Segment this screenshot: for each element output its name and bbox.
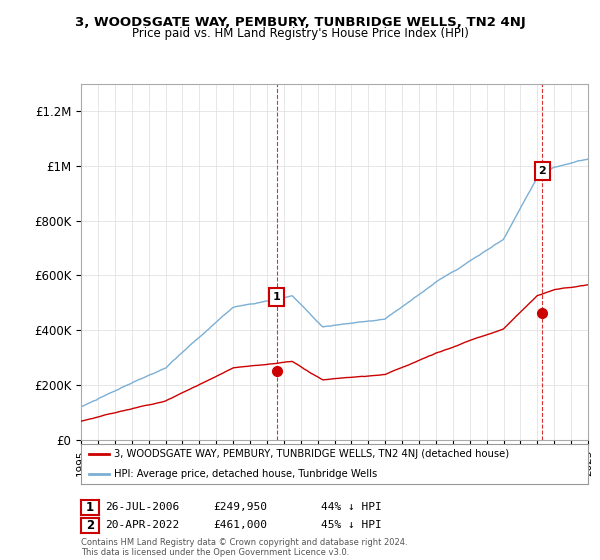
- Text: Contains HM Land Registry data © Crown copyright and database right 2024.
This d: Contains HM Land Registry data © Crown c…: [81, 538, 407, 557]
- Text: 26-JUL-2006: 26-JUL-2006: [105, 502, 179, 512]
- Text: 2: 2: [86, 519, 94, 532]
- Text: £461,000: £461,000: [213, 520, 267, 530]
- Text: 3, WOODSGATE WAY, PEMBURY, TUNBRIDGE WELLS, TN2 4NJ: 3, WOODSGATE WAY, PEMBURY, TUNBRIDGE WEL…: [74, 16, 526, 29]
- Text: 45% ↓ HPI: 45% ↓ HPI: [321, 520, 382, 530]
- Text: 1: 1: [86, 501, 94, 514]
- Text: 3, WOODSGATE WAY, PEMBURY, TUNBRIDGE WELLS, TN2 4NJ (detached house): 3, WOODSGATE WAY, PEMBURY, TUNBRIDGE WEL…: [114, 449, 509, 459]
- Text: Price paid vs. HM Land Registry's House Price Index (HPI): Price paid vs. HM Land Registry's House …: [131, 27, 469, 40]
- Text: 20-APR-2022: 20-APR-2022: [105, 520, 179, 530]
- Text: £249,950: £249,950: [213, 502, 267, 512]
- Text: 44% ↓ HPI: 44% ↓ HPI: [321, 502, 382, 512]
- Text: 1: 1: [272, 292, 280, 302]
- Text: 2: 2: [538, 166, 546, 176]
- Text: HPI: Average price, detached house, Tunbridge Wells: HPI: Average price, detached house, Tunb…: [114, 469, 377, 479]
